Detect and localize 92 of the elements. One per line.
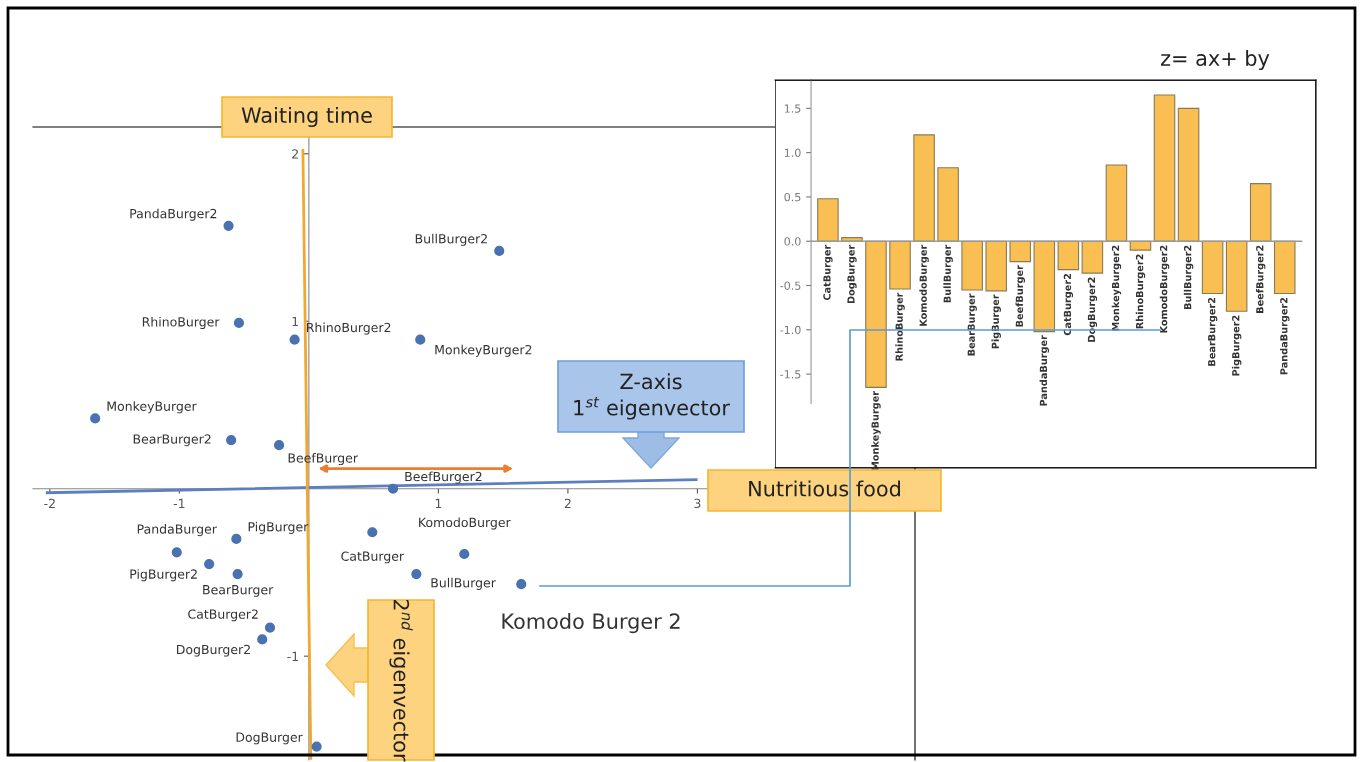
x-tick-label: DogBurger xyxy=(847,244,857,304)
x-tick-label: -2 xyxy=(44,498,55,508)
x-tick-label: BeefBurger2 xyxy=(1255,245,1266,313)
bar xyxy=(1225,240,1248,312)
data-label: DogBurger2 xyxy=(177,644,250,657)
text: Z-axis 1$^{st}$ eigenvector xyxy=(574,373,730,420)
point xyxy=(257,634,268,645)
data-label: BullBurger2 xyxy=(415,233,487,246)
point xyxy=(90,413,101,424)
bar xyxy=(937,167,959,242)
point xyxy=(387,483,399,494)
x-tick-label: DogBurger2 xyxy=(1087,277,1098,342)
annotation: Komodo Burger 2 xyxy=(502,612,680,634)
point xyxy=(459,548,470,560)
data-label: BeefBurger2 xyxy=(405,471,482,484)
bar xyxy=(1153,94,1176,242)
point xyxy=(415,334,426,345)
bar xyxy=(817,198,839,242)
annotation: 2$^{nd}$ eigenvector xyxy=(389,599,413,762)
y-axis-title: Waiting time xyxy=(241,106,372,128)
point xyxy=(223,220,234,231)
bar xyxy=(1273,240,1296,295)
bar xyxy=(1105,164,1128,242)
data-label: CatBurger xyxy=(341,551,405,564)
x-tick-label: PandaBurger2 xyxy=(1280,297,1290,375)
x-tick-label: PandaBurger xyxy=(1039,335,1050,406)
y-tick-label: 0.0 xyxy=(784,237,801,246)
x-tick-label: PigBurger2 xyxy=(1231,315,1242,376)
data-label: DogBurger xyxy=(236,732,303,745)
y-tick-label: -1 xyxy=(287,651,298,661)
x-tick-label: BearBurger2 xyxy=(1208,297,1218,366)
y-tick-label: 1.5 xyxy=(784,104,801,113)
y-tick-label: 2 xyxy=(292,149,298,159)
x-tick-label: -1 xyxy=(173,498,185,508)
point xyxy=(516,579,527,590)
bar xyxy=(1009,240,1032,263)
point xyxy=(273,440,285,451)
bar xyxy=(961,240,983,291)
x-tick-label: MonkeyBurger xyxy=(871,390,881,470)
point xyxy=(494,245,505,257)
x-axis-title: Nutritious food xyxy=(749,480,900,497)
data-label: MonkeyBurger xyxy=(107,401,197,414)
bar xyxy=(1081,240,1104,274)
point xyxy=(171,547,182,558)
x-tick-label: BeefBurger xyxy=(1015,265,1025,327)
y-tick-label: 0.5 xyxy=(784,192,801,202)
x-tick-label: RhinoBurger xyxy=(895,292,905,361)
x-tick-label: CatBurger xyxy=(823,244,833,301)
point xyxy=(231,533,242,545)
x-tick-label: BullBurger2 xyxy=(1183,245,1194,310)
x-tick-label: MonkeyBurger2 xyxy=(1111,245,1122,331)
x-tick-label: 1 xyxy=(435,498,442,508)
x-tick-label: BearBurger xyxy=(967,293,977,356)
point xyxy=(232,569,243,580)
bar xyxy=(913,134,935,242)
x-tick-label: CatBurger2 xyxy=(1063,273,1074,336)
y-tick-label: 1.0 xyxy=(784,148,801,158)
bar xyxy=(1249,183,1272,242)
bar xyxy=(865,240,887,388)
bar xyxy=(1201,240,1224,295)
y-tick-label: -0.5 xyxy=(780,281,801,290)
point xyxy=(311,741,322,752)
chart-title: z= ax+ by xyxy=(1161,49,1270,71)
data-label: BearBurger2 xyxy=(133,434,211,447)
bar xyxy=(1177,107,1200,242)
data-label: BullBurger xyxy=(431,577,496,590)
point xyxy=(226,435,237,446)
x-tick-label: RhinoBurger2 xyxy=(1135,254,1146,329)
point xyxy=(233,317,245,329)
x-tick-label: KomodoBurger xyxy=(919,244,929,326)
data-label: PigBurger2 xyxy=(130,569,197,582)
x-tick-label: BullBurger xyxy=(943,244,953,303)
data-label: KomodoBurger xyxy=(419,517,511,530)
bar xyxy=(985,240,1007,292)
data-label: PandaBurger2 xyxy=(130,208,217,221)
x-tick-label: KomodoBurger2 xyxy=(1159,245,1170,333)
point xyxy=(204,558,215,570)
point xyxy=(367,527,378,538)
point xyxy=(411,569,422,580)
x-tick-label: PigBurger xyxy=(991,294,1001,349)
data-label: CatBurger2 xyxy=(188,609,258,622)
y-tick-label: -1.5 xyxy=(780,370,801,379)
bar xyxy=(889,240,911,290)
data-label: BearBurger xyxy=(203,585,274,597)
bar xyxy=(1057,240,1080,271)
x-tick-label: 2 xyxy=(564,498,571,508)
data-label: PandaBurger xyxy=(137,524,217,537)
x-tick-label: 3 xyxy=(694,498,701,509)
bar xyxy=(1033,240,1056,333)
point xyxy=(289,334,300,345)
point xyxy=(264,622,276,633)
y-tick-label: -1.0 xyxy=(780,325,801,335)
